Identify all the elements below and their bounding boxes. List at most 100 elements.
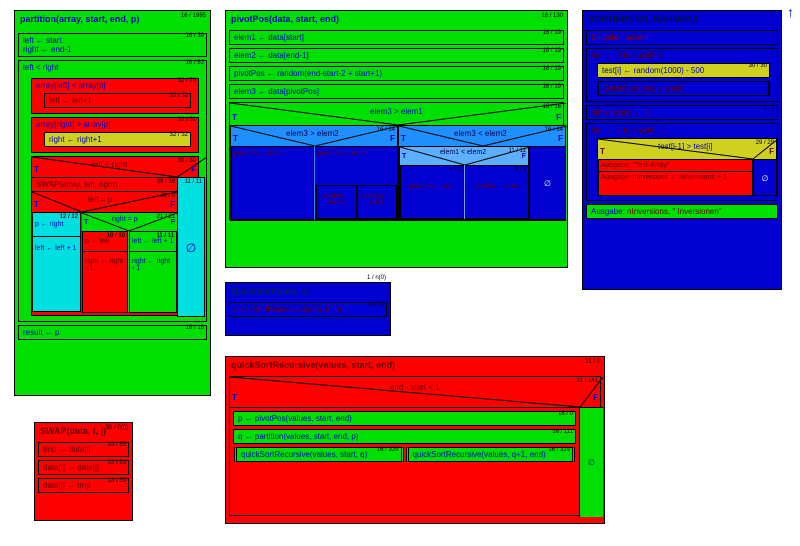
tf: T	[402, 153, 406, 160]
null-icon: ∅	[544, 179, 551, 188]
tf: F	[171, 219, 175, 226]
text: p ← pivotPos(values, start, end)	[238, 414, 352, 423]
text: array[right] > array[p]	[36, 120, 110, 129]
tf: T	[34, 165, 39, 174]
lbl: 29 / 29	[756, 140, 774, 146]
stmt: 16 / 19elem1 ← data[start]	[229, 30, 564, 45]
lbl: 11 / 11	[185, 179, 202, 185]
decision: 16 / 16 elem3 > elem1 T F 16 / 14 elem3 …	[229, 102, 564, 220]
text: tmp ← data[i]	[43, 445, 91, 454]
text: elem3 > elem2	[286, 129, 339, 138]
text: test[i-1] > test[i]	[658, 142, 712, 151]
swap-panel: 33 / 0(0) SWAP(data, i, j) 33 / 53tmp ← …	[34, 422, 133, 521]
quicksort-title: QuickSort(data, n)	[226, 283, 390, 299]
tf: F	[558, 134, 563, 143]
stmt: 16 / 19 elem2 ← data[end-1]	[229, 48, 564, 63]
text: q ← partition(values, start, end, p)	[238, 432, 359, 441]
tf: F	[769, 147, 774, 156]
tf: F	[390, 134, 395, 143]
lbl: 16 / 19	[543, 48, 561, 54]
stmt: 16 / 111q ← partition(values, start, end…	[233, 429, 576, 444]
tf: F	[191, 165, 196, 174]
lbl: 1 / 19	[369, 302, 384, 308]
text: pivotPos ← end-1	[357, 185, 398, 219]
lbl: 16 / 19	[543, 66, 561, 72]
lbl: 10 / 10	[107, 233, 125, 239]
counter: 16 / 1995	[181, 13, 206, 19]
stmt: QuickSort(test, anzahl)	[597, 81, 770, 96]
stmt: 16 / 0 p ← pivotPos(values, start, end)	[233, 411, 576, 426]
lbl: 16 / 16	[186, 325, 204, 331]
text: Ausgabe: "Test-Array"	[599, 160, 752, 171]
tf: T	[34, 200, 39, 209]
text: quickSortRecursive(values, q+1, end)	[413, 450, 546, 459]
text: pivotPos ← random(end-start-2 + start+1)	[234, 69, 382, 78]
text: test[i] ← random(1000) - 500	[602, 66, 704, 75]
inner-loop1: 32 / 70 array[left] < array[p] 32 / 32 l…	[31, 78, 199, 114]
for-loop2: for i ← 1 to anzahl - 1 29 / 29 test[i-1…	[586, 123, 778, 201]
counter: 1 / n(0)	[367, 275, 386, 281]
lbl: 12 / 12	[60, 214, 78, 220]
lbl: 11 / 11	[157, 233, 174, 239]
text: left < right	[92, 160, 127, 169]
lbl: 16 / 14	[377, 127, 395, 133]
tf: T	[401, 134, 406, 143]
stmt: 32 / 32 left ← left+1	[44, 93, 191, 108]
lbl: 16 / 329	[548, 447, 570, 453]
tf: T	[600, 147, 605, 156]
stmt: 32 / 32 right ← right+1	[44, 132, 191, 147]
tf: F	[593, 393, 598, 402]
lbl: 32 / 32	[170, 93, 188, 99]
quicksort-panel: 1 / n(0) QuickSort(data, n) 1 / 19 quick…	[225, 282, 391, 336]
stmt: 16 / 19 pivotPos ← random(end-start-2 + s…	[229, 66, 564, 81]
lbl: 39 / 39	[157, 179, 175, 185]
lbl: 4 / 3	[514, 167, 526, 173]
text: elem3 > elem1	[370, 107, 423, 116]
stmt: 1 / 1 nInversions ← 0	[586, 105, 778, 120]
lbl: 30 / 30	[749, 63, 767, 69]
text: right = p	[112, 216, 138, 223]
lbl: 16 / 19	[543, 30, 561, 36]
text: quickSortRecursive(values, start, q)	[241, 450, 367, 459]
lbl: 16 / 16	[543, 104, 561, 110]
counter: 16 / 130	[541, 13, 563, 19]
tf: T	[233, 134, 238, 143]
lbl: 16 / 0	[558, 411, 573, 417]
tf: F	[170, 200, 175, 209]
text: right ← end-1	[23, 45, 202, 54]
text: array[left] < array[p]	[36, 81, 106, 90]
stmt: 16 / 19elem3 ← data[pivotPos]	[229, 84, 564, 99]
for-loop: for i ← 0 to anzahl-1 30 / 30 test[i] ← …	[586, 48, 778, 102]
text: data[j] ← tmp	[43, 481, 91, 490]
text: Eingabe: anzahl	[591, 33, 648, 42]
stmt: 33 / 53 data[i] ← data[j]	[38, 460, 129, 475]
stmt: 30 / 30 test[i] ← random(1000) - 500	[597, 63, 770, 78]
text: for i ← 0 to anzahl-1	[591, 51, 663, 60]
text: right ← right - 1	[130, 252, 176, 278]
text: pivotPos ← start+1	[316, 185, 357, 219]
rahmen-title: SORTIERUNG_RAHMEN3	[583, 11, 781, 27]
counter: 31 / 0	[585, 359, 600, 365]
recursive-title: quickSortRecursive(values, start, end)	[226, 357, 604, 373]
text: pivotPos ← end-1	[316, 147, 397, 161]
lbl: 33 / 53	[108, 460, 126, 466]
cond: 31 / 141 end - start < 1 T F 16 / 0p ← p…	[229, 376, 601, 516]
pivotpos-panel: pivotPos(data, start, end) 16 / 130 16 /…	[225, 10, 568, 268]
lbl: 16 / 39	[186, 33, 204, 39]
lbl: 32 / 51	[178, 117, 196, 123]
inner-loop2: 32 / 51 array[right] > array[p] 32 / 32 …	[31, 117, 199, 153]
text: nInversions ← 0	[591, 108, 649, 117]
text: elem3 < elem2	[454, 129, 507, 138]
tf: T	[84, 219, 88, 226]
lbl: 28 / 0	[160, 193, 175, 199]
text: data[i] ← data[j]	[43, 463, 99, 472]
text: elem2 ← data[end-1]	[234, 51, 309, 60]
text: left ← left+1	[49, 96, 92, 105]
lbl: 32 / 32	[170, 132, 188, 138]
text: left < right	[23, 63, 58, 72]
lbl: 31 / 141	[576, 378, 598, 384]
rahmen-panel: SORTIERUNG_RAHMEN3 Eingabe: anzahl for i…	[582, 10, 782, 290]
lbl: 30 / 39	[178, 158, 196, 164]
text: right ← right - 1	[83, 252, 127, 278]
lbl: 16 / 62	[186, 60, 204, 66]
